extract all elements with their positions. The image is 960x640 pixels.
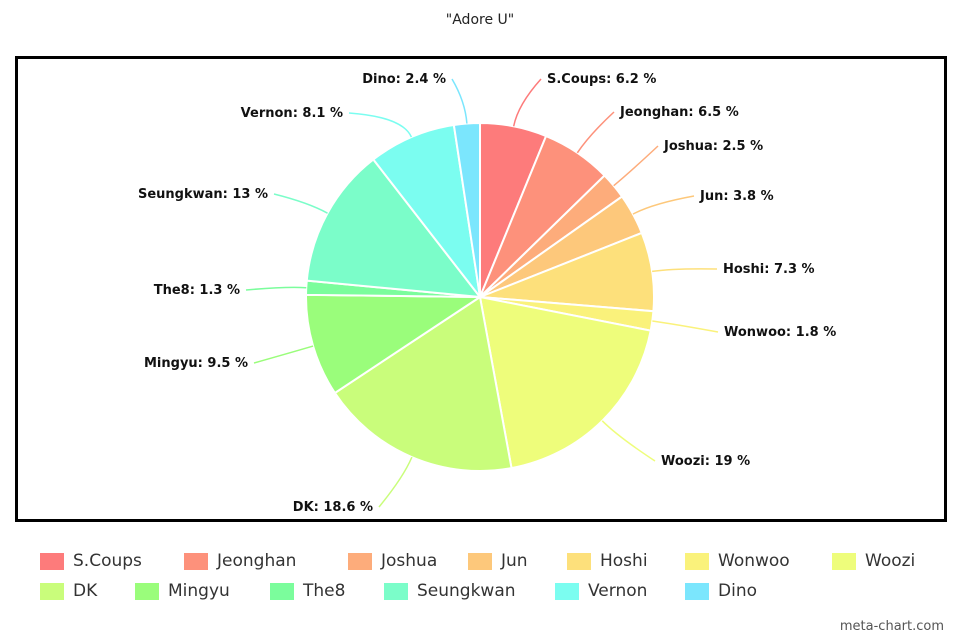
legend-swatch xyxy=(567,552,591,570)
legend-swatch xyxy=(40,552,64,570)
legend-item-seungkwan[interactable]: Seungkwan xyxy=(384,576,516,606)
slice-label: Woozi: 19 % xyxy=(661,454,750,469)
slice-label: Jeonghan: 6.5 % xyxy=(619,105,739,120)
watermark: meta-chart.com xyxy=(839,619,944,634)
leader-line xyxy=(613,145,659,187)
legend-swatch xyxy=(270,582,294,600)
legend-row: S.Coups Jeonghan Joshua Jun Hoshi Wonwoo Woozi xyxy=(40,546,940,576)
legend-swatch xyxy=(40,582,64,600)
legend-swatch xyxy=(832,552,856,570)
legend-item-woozi[interactable]: Woozi xyxy=(832,546,915,576)
slice-label: Jun: 3.8 % xyxy=(699,189,774,204)
plot-area xyxy=(15,56,947,522)
legend-swatch xyxy=(384,582,408,600)
legend-label: Joshua xyxy=(381,551,438,571)
legend-item-mingyu[interactable]: Mingyu xyxy=(135,576,230,606)
leader-line xyxy=(253,345,314,364)
pie-slice-dk xyxy=(333,295,513,472)
legend-label: Vernon xyxy=(588,581,648,601)
slice-label: Joshua: 2.5 % xyxy=(663,139,763,154)
legend-item-jeonghan[interactable]: Jeonghan xyxy=(184,546,296,576)
legend-label: Woozi xyxy=(865,551,916,571)
slice-label: Wonwoo: 1.8 % xyxy=(724,325,836,340)
slice-label: Mingyu: 9.5 % xyxy=(144,356,248,371)
legend-label: S.Coups xyxy=(73,551,142,571)
legend-label: DK xyxy=(73,581,98,601)
legend-swatch xyxy=(468,552,492,570)
legend-item-dk[interactable]: DK xyxy=(40,576,97,606)
pie-slice-seungkwan xyxy=(305,158,483,299)
leader-line xyxy=(601,420,656,462)
slice-label: The8: 1.3 % xyxy=(154,283,240,298)
slice-label: Dino: 2.4 % xyxy=(362,72,446,87)
leader-line xyxy=(245,286,307,291)
leader-line xyxy=(651,268,718,273)
legend: S.Coups Jeonghan Joshua Jun Hoshi Wonwoo Woozi… xyxy=(40,546,940,606)
leader-line xyxy=(273,193,328,214)
legend-item-hoshi[interactable]: Hoshi xyxy=(567,546,648,576)
legend-item-vernon[interactable]: Vernon xyxy=(555,576,647,606)
leader-line xyxy=(632,195,695,215)
legend-label: The8 xyxy=(303,581,346,601)
pie-slice-woozi xyxy=(478,295,652,470)
slice-label: S.Coups: 6.2 % xyxy=(547,72,656,87)
pie-slice-vernon xyxy=(371,123,482,301)
leader-line xyxy=(451,78,468,124)
legend-swatch xyxy=(685,552,709,570)
legend-label: Seungkwan xyxy=(417,581,516,601)
legend-label: Jun xyxy=(501,551,528,571)
legend-swatch xyxy=(348,552,372,570)
slice-label: Hoshi: 7.3 % xyxy=(723,262,815,277)
legend-item-joshua[interactable]: Joshua xyxy=(348,546,437,576)
leader-line xyxy=(512,78,542,127)
legend-label: Wonwoo xyxy=(718,551,790,571)
leader-line xyxy=(378,456,413,508)
legend-item-wonwoo[interactable]: Wonwoo xyxy=(685,546,790,576)
slice-label: Vernon: 8.1 % xyxy=(241,106,343,121)
legend-label: Hoshi xyxy=(600,551,648,571)
legend-item-s-coups[interactable]: S.Coups xyxy=(40,546,142,576)
slice-label: DK: 18.6 % xyxy=(293,500,373,515)
leader-line xyxy=(348,112,413,138)
legend-row: DK Mingyu The8 Seungkwan Vernon Dino xyxy=(40,576,940,606)
legend-swatch xyxy=(184,552,208,570)
legend-item-jun[interactable]: Jun xyxy=(468,546,528,576)
pie-slice-mingyu xyxy=(305,293,484,395)
legend-swatch xyxy=(135,582,159,600)
legend-swatch xyxy=(555,582,579,600)
chart-title: "Adore U" xyxy=(445,12,515,28)
legend-label: Dino xyxy=(718,581,757,601)
legend-swatch xyxy=(685,582,709,600)
slice-label: Seungkwan: 13 % xyxy=(138,187,268,202)
leader-line xyxy=(576,111,615,154)
pie-slice-dino xyxy=(452,121,481,298)
legend-label: Jeonghan xyxy=(217,551,297,571)
legend-item-the8[interactable]: The8 xyxy=(270,576,345,606)
legend-item-dino[interactable]: Dino xyxy=(685,576,757,606)
leader-line xyxy=(652,320,719,333)
legend-label: Mingyu xyxy=(168,581,230,601)
pie-chart: S.Coups: 6.2 % Jeonghan: 6.5 % Joshua: 2.5… xyxy=(138,72,836,515)
